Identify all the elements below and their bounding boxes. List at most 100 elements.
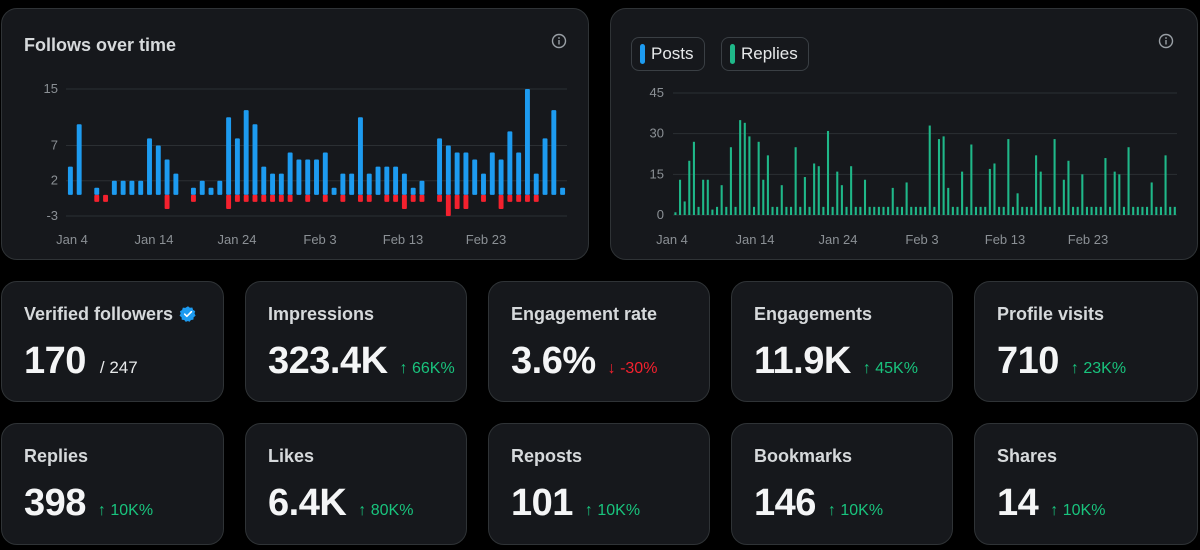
reply-bar[interactable] — [799, 206, 802, 215]
follow-gain-bar[interactable] — [445, 145, 451, 195]
follow-gain-bar[interactable] — [560, 187, 566, 195]
follow-loss-bar[interactable] — [463, 194, 469, 209]
reply-bar[interactable] — [734, 206, 737, 215]
reply-bar[interactable] — [748, 136, 751, 215]
follow-gain-bar[interactable] — [401, 173, 407, 195]
follow-loss-bar[interactable] — [419, 194, 425, 202]
reply-bar[interactable] — [993, 163, 996, 215]
reply-bar[interactable] — [877, 206, 880, 215]
follow-loss-bar[interactable] — [305, 194, 311, 202]
follow-loss-bar[interactable] — [103, 194, 109, 202]
reply-bar[interactable] — [1109, 206, 1112, 215]
follow-gain-bar[interactable] — [278, 173, 284, 195]
reply-bar[interactable] — [850, 166, 853, 215]
follow-loss-bar[interactable] — [366, 194, 372, 202]
stat-card-replies[interactable]: Replies 398 ↑ 10K% — [1, 423, 224, 545]
reply-bar[interactable] — [1122, 206, 1125, 215]
follow-gain-bar[interactable] — [366, 173, 372, 195]
follow-gain-bar[interactable] — [551, 110, 557, 195]
reply-bar[interactable] — [854, 206, 857, 215]
info-icon[interactable] — [1158, 33, 1174, 49]
reply-bar[interactable] — [808, 206, 811, 215]
reply-bar[interactable] — [674, 212, 677, 215]
reply-bar[interactable] — [1132, 206, 1135, 215]
reply-bar[interactable] — [1085, 206, 1088, 215]
reply-bar[interactable] — [766, 155, 769, 215]
reply-bar[interactable] — [840, 185, 843, 215]
follow-loss-bar[interactable] — [524, 194, 530, 202]
follow-gain-bar[interactable] — [524, 89, 530, 195]
reply-bar[interactable] — [697, 206, 700, 215]
reply-bar[interactable] — [752, 206, 756, 215]
follow-loss-bar[interactable] — [516, 194, 522, 202]
follow-loss-bar[interactable] — [243, 194, 249, 202]
follow-loss-bar[interactable] — [287, 194, 293, 202]
reply-bar[interactable] — [706, 179, 709, 215]
reply-bar[interactable] — [1076, 206, 1079, 215]
stat-card-profile-visits[interactable]: Profile visits 710 ↑ 23K% — [974, 281, 1198, 402]
follow-gain-bar[interactable] — [384, 166, 390, 195]
reply-bar[interactable] — [1127, 147, 1130, 215]
reply-bar[interactable] — [998, 206, 1001, 215]
follow-gain-bar[interactable] — [507, 131, 513, 195]
follow-gain-bar[interactable] — [375, 166, 381, 195]
stat-card-likes[interactable]: Likes 6.4K ↑ 80K% — [245, 423, 467, 545]
follow-gain-bar[interactable] — [173, 173, 179, 195]
reply-bar[interactable] — [817, 166, 820, 215]
follow-gain-bar[interactable] — [217, 180, 223, 195]
follow-loss-bar[interactable] — [384, 194, 390, 202]
reply-bar[interactable] — [868, 206, 871, 215]
follow-gain-bar[interactable] — [472, 159, 478, 195]
reply-bar[interactable] — [789, 206, 793, 215]
follow-gain-bar[interactable] — [94, 187, 100, 195]
follow-loss-bar[interactable] — [234, 194, 240, 202]
reply-bar[interactable] — [725, 206, 728, 215]
reply-bar[interactable] — [1099, 206, 1102, 215]
follow-gain-bar[interactable] — [155, 145, 161, 195]
reply-bar[interactable] — [1136, 206, 1139, 215]
reply-bar[interactable] — [896, 206, 899, 215]
follow-gain-bar[interactable] — [67, 166, 73, 195]
reply-bar[interactable] — [762, 179, 765, 215]
follow-gain-bar[interactable] — [454, 152, 460, 195]
reply-bar[interactable] — [979, 206, 982, 215]
reply-bar[interactable] — [933, 206, 936, 215]
reply-bar[interactable] — [1007, 139, 1010, 215]
follow-gain-bar[interactable] — [437, 138, 443, 195]
follow-gain-bar[interactable] — [314, 159, 319, 195]
follow-gain-bar[interactable] — [393, 166, 399, 195]
legend-replies[interactable]: Replies — [721, 37, 809, 71]
follow-gain-bar[interactable] — [357, 117, 363, 195]
follow-gain-bar[interactable] — [489, 152, 495, 195]
reply-bar[interactable] — [1155, 206, 1158, 215]
follow-loss-bar[interactable] — [437, 194, 443, 202]
reply-bar[interactable] — [988, 168, 991, 215]
reply-bar[interactable] — [1169, 206, 1172, 215]
reply-bar[interactable] — [873, 206, 876, 215]
reply-bar[interactable] — [780, 185, 783, 215]
reply-bar[interactable] — [836, 171, 839, 215]
reply-bar[interactable] — [1011, 206, 1015, 215]
reply-bar[interactable] — [702, 179, 705, 215]
follow-loss-bar[interactable] — [94, 194, 100, 202]
reply-bar[interactable] — [951, 206, 954, 215]
reply-bar[interactable] — [729, 147, 732, 215]
reply-bar[interactable] — [711, 209, 714, 215]
follow-gain-bar[interactable] — [234, 138, 240, 195]
reply-bar[interactable] — [887, 206, 890, 215]
reply-bar[interactable] — [679, 179, 682, 215]
reply-bar[interactable] — [1062, 179, 1065, 215]
reply-bar[interactable] — [928, 125, 931, 215]
reply-bar[interactable] — [891, 187, 894, 215]
follow-loss-bar[interactable] — [410, 194, 416, 202]
reply-bar[interactable] — [970, 144, 973, 215]
reply-bar[interactable] — [1030, 206, 1033, 215]
follow-loss-bar[interactable] — [401, 194, 407, 209]
reply-bar[interactable] — [1053, 139, 1056, 215]
follow-gain-bar[interactable] — [481, 173, 486, 195]
reply-bar[interactable] — [974, 206, 978, 215]
follow-gain-bar[interactable] — [252, 124, 258, 195]
reply-bar[interactable] — [1141, 206, 1144, 215]
follow-gain-bar[interactable] — [410, 187, 416, 195]
follow-gain-bar[interactable] — [463, 152, 469, 195]
